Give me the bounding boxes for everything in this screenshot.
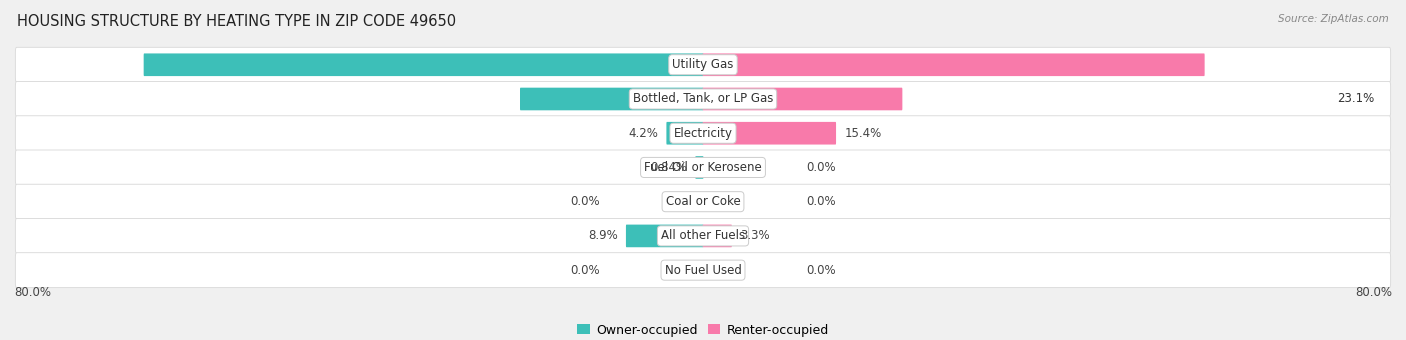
- Text: Fuel Oil or Kerosene: Fuel Oil or Kerosene: [644, 161, 762, 174]
- Text: 4.2%: 4.2%: [628, 127, 658, 140]
- Text: 3.3%: 3.3%: [740, 230, 769, 242]
- Text: Source: ZipAtlas.com: Source: ZipAtlas.com: [1278, 14, 1389, 23]
- FancyBboxPatch shape: [15, 116, 1391, 151]
- Text: 15.4%: 15.4%: [844, 127, 882, 140]
- Legend: Owner-occupied, Renter-occupied: Owner-occupied, Renter-occupied: [572, 319, 834, 340]
- Text: Bottled, Tank, or LP Gas: Bottled, Tank, or LP Gas: [633, 92, 773, 105]
- Text: 21.2%: 21.2%: [31, 92, 72, 105]
- Text: 0.84%: 0.84%: [650, 161, 688, 174]
- Text: All other Fuels: All other Fuels: [661, 230, 745, 242]
- FancyBboxPatch shape: [703, 53, 1205, 76]
- FancyBboxPatch shape: [666, 122, 703, 144]
- Text: 0.0%: 0.0%: [569, 195, 599, 208]
- FancyBboxPatch shape: [15, 47, 1391, 82]
- Text: 64.9%: 64.9%: [31, 58, 72, 71]
- FancyBboxPatch shape: [15, 184, 1391, 219]
- FancyBboxPatch shape: [626, 225, 703, 247]
- Text: HOUSING STRUCTURE BY HEATING TYPE IN ZIP CODE 49650: HOUSING STRUCTURE BY HEATING TYPE IN ZIP…: [17, 14, 456, 29]
- FancyBboxPatch shape: [703, 225, 733, 247]
- FancyBboxPatch shape: [143, 53, 703, 76]
- Text: 8.9%: 8.9%: [588, 230, 617, 242]
- Text: Utility Gas: Utility Gas: [672, 58, 734, 71]
- Text: 0.0%: 0.0%: [807, 195, 837, 208]
- FancyBboxPatch shape: [15, 82, 1391, 117]
- FancyBboxPatch shape: [703, 88, 903, 110]
- Text: Electricity: Electricity: [673, 127, 733, 140]
- Text: 23.1%: 23.1%: [1337, 92, 1375, 105]
- Text: 0.0%: 0.0%: [807, 161, 837, 174]
- FancyBboxPatch shape: [15, 219, 1391, 253]
- Text: 0.0%: 0.0%: [807, 264, 837, 277]
- FancyBboxPatch shape: [520, 88, 703, 110]
- FancyBboxPatch shape: [15, 253, 1391, 288]
- Text: 80.0%: 80.0%: [14, 286, 51, 299]
- FancyBboxPatch shape: [696, 156, 703, 179]
- Text: 58.2%: 58.2%: [1334, 58, 1375, 71]
- Text: No Fuel Used: No Fuel Used: [665, 264, 741, 277]
- Text: 0.0%: 0.0%: [569, 264, 599, 277]
- Text: Coal or Coke: Coal or Coke: [665, 195, 741, 208]
- Text: 80.0%: 80.0%: [1355, 286, 1392, 299]
- FancyBboxPatch shape: [15, 150, 1391, 185]
- FancyBboxPatch shape: [703, 122, 837, 144]
